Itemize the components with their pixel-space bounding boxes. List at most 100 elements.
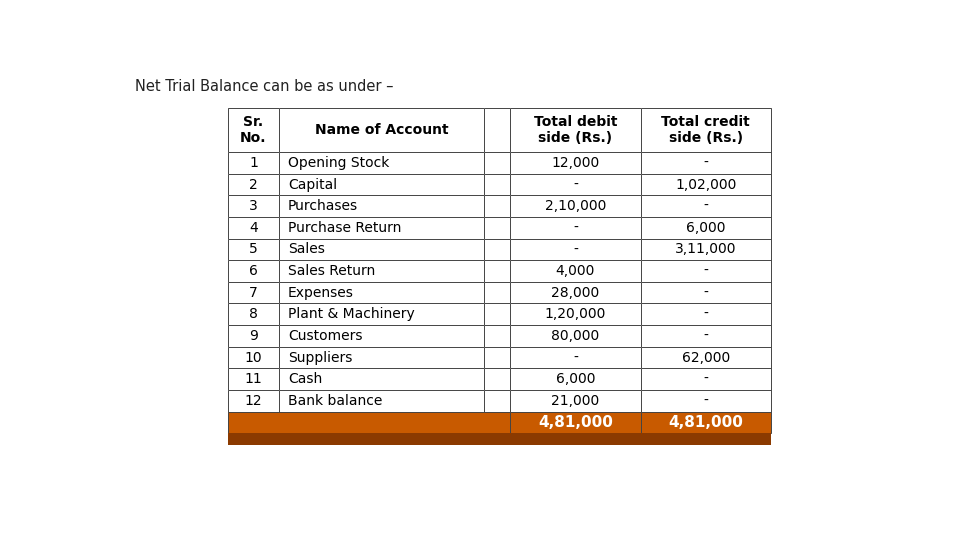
- Bar: [511, 152, 640, 174]
- Bar: [484, 282, 511, 303]
- Bar: [228, 325, 279, 347]
- Bar: [511, 347, 640, 368]
- Bar: [279, 390, 484, 411]
- Text: Cash: Cash: [288, 372, 323, 386]
- Bar: [640, 368, 771, 390]
- Text: 21,000: 21,000: [551, 394, 600, 408]
- Bar: [279, 174, 484, 195]
- Text: Total debit
side (Rs.): Total debit side (Rs.): [534, 115, 617, 145]
- Text: 12: 12: [245, 394, 262, 408]
- Bar: [279, 303, 484, 325]
- Text: -: -: [704, 156, 708, 170]
- Bar: [484, 152, 511, 174]
- Bar: [484, 174, 511, 195]
- Bar: [511, 195, 640, 217]
- Bar: [484, 152, 511, 174]
- Bar: [279, 152, 484, 174]
- Bar: [279, 325, 484, 347]
- Bar: [279, 195, 484, 217]
- Bar: [484, 368, 511, 390]
- Bar: [279, 347, 484, 368]
- Bar: [228, 411, 511, 433]
- Text: 12,000: 12,000: [551, 156, 600, 170]
- Bar: [279, 282, 484, 303]
- Text: 6,000: 6,000: [556, 372, 595, 386]
- Bar: [228, 411, 511, 433]
- Bar: [511, 174, 640, 195]
- Bar: [228, 368, 279, 390]
- Text: Opening Stock: Opening Stock: [288, 156, 389, 170]
- Bar: [228, 152, 279, 174]
- Bar: [511, 239, 640, 260]
- Text: -: -: [573, 350, 578, 365]
- Bar: [484, 390, 511, 411]
- Text: -: -: [573, 178, 578, 192]
- Bar: [484, 303, 511, 325]
- Text: 28,000: 28,000: [551, 286, 600, 300]
- Text: -: -: [704, 264, 708, 278]
- Bar: [484, 174, 511, 195]
- Bar: [511, 260, 640, 282]
- Text: -: -: [704, 286, 708, 300]
- Text: 3: 3: [249, 199, 258, 213]
- Text: Net Trial Balance can be as under –: Net Trial Balance can be as under –: [134, 79, 394, 94]
- Text: 4,81,000: 4,81,000: [538, 415, 612, 430]
- Bar: [484, 282, 511, 303]
- Bar: [640, 109, 771, 152]
- Bar: [484, 390, 511, 411]
- Bar: [279, 368, 484, 390]
- Text: -: -: [704, 307, 708, 321]
- Bar: [511, 109, 640, 152]
- Text: 1: 1: [249, 156, 258, 170]
- Bar: [640, 303, 771, 325]
- Bar: [228, 109, 279, 152]
- Text: 4,000: 4,000: [556, 264, 595, 278]
- Bar: [640, 152, 771, 174]
- Bar: [640, 390, 771, 411]
- Text: Plant & Machinery: Plant & Machinery: [288, 307, 415, 321]
- Bar: [640, 260, 771, 282]
- Bar: [279, 239, 484, 260]
- Bar: [279, 174, 484, 195]
- Text: Suppliers: Suppliers: [288, 350, 352, 365]
- Bar: [279, 282, 484, 303]
- Bar: [279, 217, 484, 239]
- Text: -: -: [573, 221, 578, 235]
- Bar: [511, 282, 640, 303]
- Text: Customers: Customers: [288, 329, 362, 343]
- Bar: [511, 411, 640, 433]
- Bar: [640, 239, 771, 260]
- Bar: [228, 347, 279, 368]
- Text: 11: 11: [245, 372, 262, 386]
- Text: 7: 7: [249, 286, 258, 300]
- Bar: [484, 109, 511, 152]
- Bar: [511, 260, 640, 282]
- Text: Capital: Capital: [288, 178, 337, 192]
- Bar: [640, 347, 771, 368]
- Text: 6,000: 6,000: [686, 221, 726, 235]
- Bar: [228, 174, 279, 195]
- Bar: [228, 195, 279, 217]
- Bar: [640, 303, 771, 325]
- Bar: [511, 109, 640, 152]
- Bar: [279, 390, 484, 411]
- Text: 1,02,000: 1,02,000: [675, 178, 736, 192]
- Bar: [511, 411, 640, 433]
- Bar: [228, 260, 279, 282]
- Bar: [228, 303, 279, 325]
- Bar: [511, 390, 640, 411]
- Bar: [640, 195, 771, 217]
- Bar: [279, 368, 484, 390]
- Bar: [640, 282, 771, 303]
- Bar: [640, 239, 771, 260]
- Bar: [484, 195, 511, 217]
- Text: Sales Return: Sales Return: [288, 264, 375, 278]
- Bar: [279, 109, 484, 152]
- Text: 2: 2: [249, 178, 258, 192]
- Bar: [640, 195, 771, 217]
- Text: 8: 8: [249, 307, 258, 321]
- Bar: [511, 195, 640, 217]
- Text: Total credit
side (Rs.): Total credit side (Rs.): [661, 115, 750, 145]
- Text: 10: 10: [245, 350, 262, 365]
- Bar: [640, 347, 771, 368]
